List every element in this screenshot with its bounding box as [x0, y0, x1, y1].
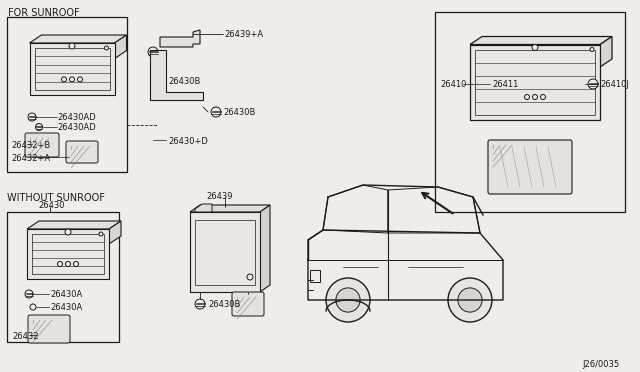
Circle shape — [65, 229, 71, 235]
Circle shape — [65, 262, 70, 266]
Circle shape — [69, 43, 75, 49]
Circle shape — [28, 113, 36, 121]
Polygon shape — [109, 221, 121, 244]
FancyBboxPatch shape — [488, 140, 572, 194]
Circle shape — [532, 45, 538, 51]
Polygon shape — [115, 35, 127, 59]
Polygon shape — [470, 36, 612, 45]
Circle shape — [148, 47, 158, 57]
Circle shape — [30, 304, 36, 310]
Circle shape — [77, 77, 83, 82]
Bar — [195, 220, 255, 285]
Polygon shape — [195, 204, 212, 212]
Circle shape — [25, 290, 33, 298]
Text: FOR SUNROOF: FOR SUNROOF — [8, 8, 79, 18]
Circle shape — [541, 94, 545, 99]
Polygon shape — [150, 50, 203, 100]
Circle shape — [70, 77, 74, 82]
Text: 26411: 26411 — [492, 80, 518, 89]
Text: 26430A: 26430A — [50, 290, 83, 299]
Circle shape — [58, 262, 63, 266]
Bar — [32, 234, 104, 274]
FancyBboxPatch shape — [28, 315, 70, 343]
Text: 26439: 26439 — [207, 192, 233, 201]
Text: 26430B: 26430B — [208, 300, 241, 309]
Bar — [35, 48, 109, 90]
Bar — [7, 212, 119, 342]
Circle shape — [61, 77, 67, 82]
Circle shape — [525, 94, 529, 99]
Polygon shape — [470, 45, 600, 119]
Text: 26439+A: 26439+A — [224, 30, 263, 39]
Bar — [475, 49, 595, 115]
Circle shape — [532, 94, 538, 99]
Circle shape — [590, 48, 594, 51]
Bar — [435, 12, 625, 212]
Text: WITHOUT SUNROOF: WITHOUT SUNROOF — [7, 193, 105, 203]
Circle shape — [588, 79, 598, 89]
Polygon shape — [29, 35, 127, 43]
Text: 26430B: 26430B — [223, 108, 255, 117]
Polygon shape — [600, 36, 612, 67]
Text: 26410: 26410 — [440, 80, 467, 89]
Circle shape — [458, 288, 482, 312]
Circle shape — [74, 262, 79, 266]
Bar — [310, 270, 320, 282]
Circle shape — [247, 274, 253, 280]
Polygon shape — [27, 221, 121, 229]
Text: 26432+B: 26432+B — [11, 141, 51, 150]
Text: 26430AD: 26430AD — [57, 123, 96, 132]
Circle shape — [35, 124, 42, 131]
Bar — [7, 17, 127, 172]
Circle shape — [336, 288, 360, 312]
Polygon shape — [260, 205, 270, 292]
Text: 26430+D: 26430+D — [168, 137, 208, 146]
Circle shape — [195, 299, 205, 309]
Polygon shape — [190, 205, 270, 212]
Text: 26430B: 26430B — [168, 77, 200, 86]
Text: J26/0035: J26/0035 — [583, 360, 620, 369]
Text: 26432+A: 26432+A — [11, 154, 50, 163]
Circle shape — [211, 107, 221, 117]
Text: 26430: 26430 — [38, 201, 65, 210]
Circle shape — [448, 278, 492, 322]
Text: 26410J: 26410J — [600, 80, 629, 89]
Circle shape — [326, 278, 370, 322]
Text: 26430A: 26430A — [50, 303, 83, 312]
Polygon shape — [29, 43, 115, 95]
FancyBboxPatch shape — [232, 292, 264, 316]
FancyBboxPatch shape — [66, 141, 98, 163]
Text: 26432: 26432 — [12, 332, 38, 341]
Circle shape — [104, 46, 109, 50]
Circle shape — [99, 232, 103, 236]
FancyBboxPatch shape — [25, 133, 59, 157]
Polygon shape — [160, 30, 200, 47]
Polygon shape — [27, 229, 109, 279]
Text: 26430AD: 26430AD — [57, 113, 96, 122]
Polygon shape — [190, 212, 260, 292]
